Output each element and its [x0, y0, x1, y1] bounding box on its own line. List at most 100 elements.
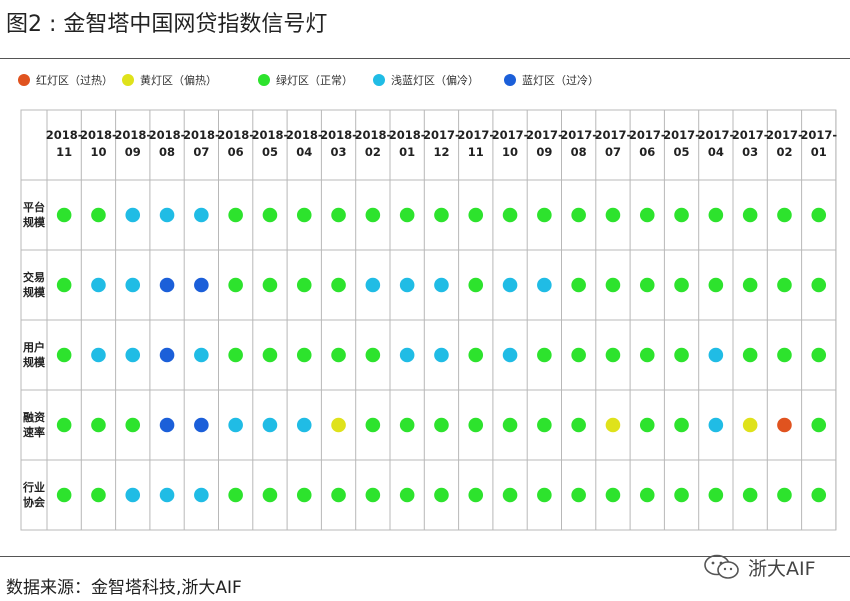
- signal-dot-green: [228, 487, 243, 503]
- column-header-year: 2017-: [526, 128, 563, 142]
- legend-label-blue: 蓝灯区（过冷）: [522, 74, 599, 87]
- signal-dot-green: [434, 487, 449, 503]
- row-label-line: 行业: [22, 480, 45, 494]
- row-label-line: 协会: [23, 495, 46, 509]
- column-header-month: 06: [228, 145, 244, 159]
- column-header-13: 2017- 10: [492, 128, 529, 159]
- signal-dot-green: [262, 277, 278, 293]
- signal-dot-blue: [159, 417, 175, 433]
- signal-dot-lightblue: [399, 347, 415, 363]
- column-header-22: 2017- 01: [800, 128, 837, 159]
- signal-dot-green: [639, 207, 655, 223]
- signal-dot-lightblue: [434, 277, 449, 293]
- legend-label-yellow: 黄灯区（偏热）: [140, 74, 217, 87]
- top-divider: [0, 58, 850, 59]
- signal-dot-lightblue: [159, 207, 175, 223]
- signal-dot-green: [777, 347, 792, 363]
- signal-dot-green: [742, 207, 758, 223]
- column-header-16: 2017- 07: [595, 128, 632, 159]
- legend-label-lightblue: 浅蓝灯区（偏冷）: [391, 74, 479, 87]
- row-label-line: 交易: [23, 270, 45, 284]
- signal-dot-green: [468, 277, 484, 293]
- signal-dot-green: [742, 487, 758, 503]
- signal-dot-green: [811, 417, 827, 433]
- signal-dot-green: [811, 277, 827, 293]
- column-header-year: 2018-: [217, 128, 254, 142]
- row-label-line: 规模: [23, 355, 46, 369]
- column-header-8: 2018- 03: [320, 128, 357, 159]
- signal-dot-green: [468, 347, 484, 363]
- row-label-4: 行业协会: [22, 480, 46, 509]
- signal-dot-green: [331, 487, 346, 503]
- signal-dot-green: [811, 487, 827, 503]
- column-header-month: 02: [365, 145, 381, 159]
- signal-dot-blue: [159, 347, 175, 363]
- signal-dot-green: [502, 487, 518, 503]
- signal-dot-green: [502, 207, 518, 223]
- column-header-14: 2017- 09: [526, 128, 563, 159]
- signal-dot-lightblue: [125, 347, 141, 363]
- signal-dot-green: [331, 207, 346, 223]
- column-header-month: 10: [502, 145, 518, 159]
- signal-dot-green: [639, 347, 655, 363]
- signal-dot-green: [674, 207, 689, 223]
- signal-dot-green: [365, 487, 381, 503]
- column-header-9: 2018- 02: [354, 128, 391, 159]
- legend-label-red: 红灯区（过热）: [36, 74, 113, 87]
- signal-dot-lightblue: [502, 277, 518, 293]
- column-header-month: 05: [674, 145, 690, 159]
- signal-dot-lightblue: [194, 487, 209, 503]
- legend-item-blue: 蓝灯区（过冷）: [504, 72, 599, 88]
- signal-dot-green: [399, 487, 415, 503]
- signal-dot-lightblue: [365, 277, 381, 293]
- column-header-year: 2017-: [423, 128, 460, 142]
- column-header-month: 07: [605, 145, 621, 159]
- signal-dot-green: [571, 417, 586, 433]
- signal-dot-green: [296, 277, 312, 293]
- row-label-0: 平台规模: [23, 200, 46, 229]
- wechat-icon: [704, 554, 739, 579]
- column-header-year: 2017-: [800, 128, 837, 142]
- signal-dot-green: [331, 277, 346, 293]
- signal-dot-green: [605, 487, 621, 503]
- column-header-11: 2017- 12: [423, 128, 460, 159]
- column-header-year: 2017-: [457, 128, 494, 142]
- legend-item-red: 红灯区（过热）: [18, 72, 113, 88]
- signal-dot-lightblue: [125, 487, 141, 503]
- signal-dot-lightblue: [708, 347, 724, 363]
- signal-dot-lightblue: [502, 347, 518, 363]
- signal-dot-green: [742, 277, 758, 293]
- row-label-line: 平台: [23, 200, 45, 214]
- column-header-21: 2017- 02: [766, 128, 803, 159]
- signal-dot-green: [262, 347, 278, 363]
- column-header-month: 02: [776, 145, 792, 159]
- signal-dot-green: [434, 207, 449, 223]
- signal-dot-green: [639, 487, 655, 503]
- signal-dot-green: [571, 487, 586, 503]
- column-header-year: 2017-: [766, 128, 803, 142]
- signal-dot-green: [571, 277, 586, 293]
- row-label-line: 规模: [23, 285, 46, 299]
- legend-item-green: 绿灯区（正常）: [258, 72, 353, 88]
- column-header-3: 2018- 08: [149, 128, 186, 159]
- row-label-line: 用户: [23, 340, 45, 354]
- signal-dot-red: [777, 417, 792, 433]
- column-header-year: 2018-: [114, 128, 151, 142]
- signal-dot-green: [434, 417, 449, 433]
- signal-dot-blue: [159, 277, 175, 293]
- column-header-year: 2018-: [149, 128, 186, 142]
- signal-dot-green: [605, 277, 621, 293]
- signal-dot-green: [605, 207, 621, 223]
- signal-dot-green: [742, 347, 758, 363]
- column-header-year: 2017-: [697, 128, 734, 142]
- signal-dot-green: [674, 277, 689, 293]
- column-header-year: 2018-: [46, 128, 83, 142]
- legend-label-green: 绿灯区（正常）: [276, 74, 353, 87]
- signal-dot-green: [468, 487, 484, 503]
- column-header-0: 2018- 11: [46, 128, 83, 159]
- legend-item-lightblue: 浅蓝灯区（偏冷）: [373, 72, 479, 88]
- row-label-line: 速率: [23, 425, 45, 439]
- signal-dot-green: [571, 207, 586, 223]
